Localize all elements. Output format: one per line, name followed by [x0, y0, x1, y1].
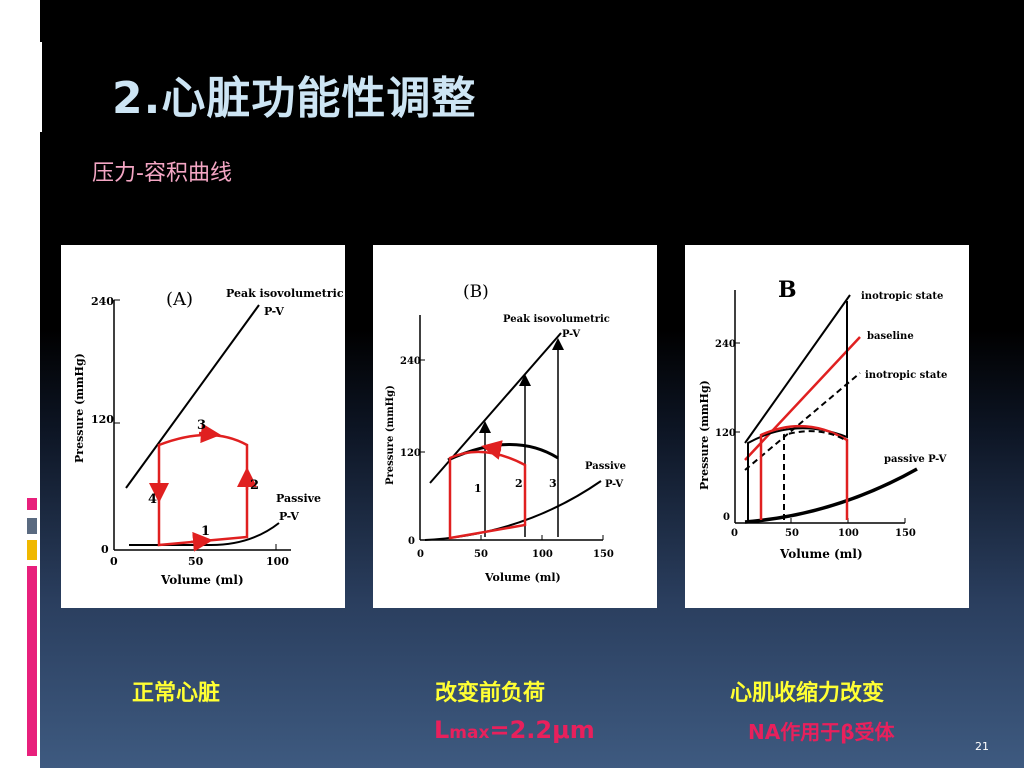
caption-preload: 改变前负荷: [435, 681, 546, 706]
panel-b-xtick: 100: [532, 549, 553, 560]
panel-a-letter: (A): [166, 289, 193, 310]
strip-bar-gray: [27, 518, 37, 534]
title-bars-icon: [12, 42, 42, 132]
passive-label-line1: Passive: [585, 461, 626, 472]
phase-label-1: 1: [201, 524, 210, 539]
panel-c-ytick: 120: [715, 428, 736, 439]
baseline-line: [744, 336, 861, 461]
strip-bar-pink-top: [27, 498, 37, 510]
peak-label-line2: P-V: [264, 305, 284, 318]
inotropic-low-line: [744, 372, 861, 471]
peak-label-line2: P-V: [562, 329, 580, 340]
strip-bar-pink-long: [27, 566, 37, 756]
pv-loop-baseline: [759, 424, 849, 520]
panel-b-letter: (B): [463, 282, 489, 302]
pv-loop-low: [783, 430, 848, 520]
panel-a-ytick: 0: [101, 543, 109, 556]
phase-label-3: 3: [197, 418, 206, 433]
panel-a-xtick: 0: [110, 555, 118, 568]
panel-b-ylabel: Pressure (mmHg): [385, 385, 396, 485]
pv-diagram-panel-b: (B) 240 120 0 0 50 100 150 Volume (ml) P…: [373, 245, 657, 608]
panel-c-ytick: 240: [715, 339, 736, 350]
panel-b-xtick: 150: [593, 549, 614, 560]
pv-diagram-panel-a: (A) 240 120 0 0 50 100 Volume (ml) Press…: [61, 245, 345, 608]
passive-pv-curve: [744, 467, 918, 524]
label-baseline: baseline: [867, 331, 914, 342]
strip-bar-yellow: [27, 540, 37, 560]
phase-label-4: 4: [148, 492, 157, 507]
peak-label-line1: Peak isovolumetric: [226, 287, 344, 300]
lmax-sub: max: [449, 723, 490, 743]
inotropic-high-line: [744, 294, 851, 444]
label-passive: passive P-V: [884, 454, 947, 465]
panel-c-xtick: 50: [785, 528, 799, 539]
panel-b-ytick: 240: [400, 356, 421, 367]
panel-a-ylabel: Pressure (mmHg): [73, 353, 86, 463]
panel-b-ytick: 0: [408, 536, 415, 547]
panel-c-axes: [734, 290, 906, 524]
pv-diagram-panel-c: B 240 120 0 0 50 100 150 Volume (ml) Pre…: [685, 245, 969, 608]
panel-c-xtick: 100: [838, 528, 859, 539]
slide-title: 2.心脏功能性调整: [112, 73, 477, 124]
lmax-value: =2.2μm: [489, 716, 595, 744]
panel-c-ytick: 0: [723, 512, 730, 523]
passive-label-line2: P-V: [279, 510, 299, 523]
lmax-note: Lmax=2.2μm: [434, 716, 595, 744]
phase-label-2: 2: [515, 477, 523, 490]
page-number: 21: [975, 740, 989, 753]
passive-label-line1: Passive: [276, 492, 321, 505]
label-inotropic-bottom: inotropic state: [865, 370, 947, 381]
passive-label-line2: P-V: [605, 479, 623, 490]
label-inotropic-top: inotropic state: [861, 291, 943, 302]
panel-c-ylabel: Pressure (mmHg): [698, 380, 711, 490]
panel-a-xtick: 50: [188, 555, 204, 568]
panel-c-xlabel: Volume (ml): [779, 547, 863, 561]
panel-b-ytick: 120: [400, 448, 421, 459]
panel-a-xlabel: Volume (ml): [160, 573, 244, 587]
pv-loop-a: [149, 423, 257, 552]
phase-label-3: 3: [549, 477, 557, 490]
peak-label-line1: Peak isovolumetric: [503, 314, 610, 325]
panel-a-ytick: 120: [91, 413, 114, 426]
panel-c-letter: B: [778, 277, 797, 303]
panel-b-xlabel: Volume (ml): [484, 571, 561, 584]
phase-label-2: 2: [250, 478, 259, 493]
caption-normal-heart: 正常心脏: [132, 681, 221, 706]
phase-label-1: 1: [474, 482, 482, 495]
lmax-main: L: [434, 716, 450, 744]
peak-isovolumetric-line: [125, 304, 260, 489]
caption-contractility: 心肌收缩力改变: [730, 681, 885, 706]
pv-loop-high: [747, 301, 848, 520]
panel-a-xtick: 100: [266, 555, 289, 568]
panel-c-xtick: 0: [731, 528, 738, 539]
panel-b-axes: [419, 315, 604, 541]
na-note: NA作用于β受体: [748, 720, 895, 744]
panel-a-ytick: 240: [91, 295, 114, 308]
panel-b-xtick: 0: [417, 549, 424, 560]
pv-loop-b: [448, 440, 527, 540]
panel-c-xtick: 150: [895, 528, 916, 539]
slide-subtitle: 压力-容积曲线: [92, 161, 232, 186]
passive-pv-curve: [424, 480, 602, 541]
panel-b-xtick: 50: [474, 549, 488, 560]
